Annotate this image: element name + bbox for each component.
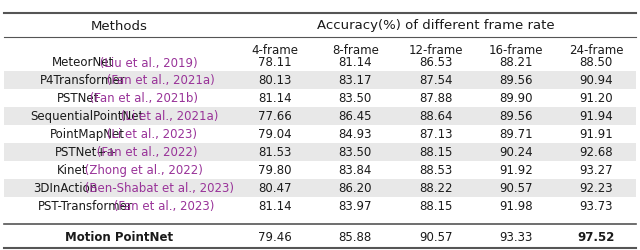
Bar: [4, 179, 636, 197]
Text: 91.91: 91.91: [579, 128, 612, 141]
Text: 92.68: 92.68: [579, 146, 612, 159]
Text: PST-Transformer: PST-Transformer: [38, 200, 132, 213]
Text: 88.50: 88.50: [579, 56, 612, 69]
Text: 93.73: 93.73: [579, 200, 612, 213]
Text: 93.33: 93.33: [499, 230, 532, 243]
Text: 79.80: 79.80: [259, 164, 292, 177]
Text: Motion PointNet: Motion PointNet: [65, 230, 173, 243]
Text: 85.88: 85.88: [339, 230, 372, 243]
Text: 12-frame: 12-frame: [408, 44, 463, 57]
Text: 8-frame: 8-frame: [332, 44, 379, 57]
Text: (Fan et al., 2023): (Fan et al., 2023): [110, 200, 214, 213]
Text: (Li et al., 2021a): (Li et al., 2021a): [117, 110, 218, 123]
Text: (Zhong et al., 2022): (Zhong et al., 2022): [81, 164, 203, 177]
Text: 91.94: 91.94: [579, 110, 612, 123]
Text: 80.13: 80.13: [259, 74, 292, 87]
Text: 88.22: 88.22: [419, 182, 452, 195]
Text: (Li et al., 2023): (Li et al., 2023): [102, 128, 196, 141]
Text: 91.98: 91.98: [499, 200, 532, 213]
Text: 91.92: 91.92: [499, 164, 532, 177]
Text: 79.04: 79.04: [259, 128, 292, 141]
Text: (Fan et al., 2021a): (Fan et al., 2021a): [102, 74, 214, 87]
Text: 86.53: 86.53: [419, 56, 452, 69]
Text: 81.53: 81.53: [259, 146, 292, 159]
Text: 90.24: 90.24: [499, 146, 532, 159]
Text: 88.15: 88.15: [419, 200, 452, 213]
Text: (Liu et al., 2019): (Liu et al., 2019): [95, 56, 197, 69]
Text: 88.21: 88.21: [499, 56, 532, 69]
Text: 90.57: 90.57: [419, 230, 452, 243]
Text: (Ben-Shabat et al., 2023): (Ben-Shabat et al., 2023): [81, 182, 234, 195]
Text: 3DInAction: 3DInAction: [33, 182, 97, 195]
Text: 81.14: 81.14: [339, 56, 372, 69]
Bar: [4, 108, 636, 126]
Text: 83.50: 83.50: [339, 146, 372, 159]
Text: 89.90: 89.90: [499, 92, 532, 105]
Text: 84.93: 84.93: [339, 128, 372, 141]
Text: 88.53: 88.53: [419, 164, 452, 177]
Text: Methods: Methods: [91, 20, 148, 32]
Text: 89.56: 89.56: [499, 74, 532, 87]
Text: 89.56: 89.56: [499, 110, 532, 123]
Text: 81.14: 81.14: [259, 92, 292, 105]
Text: 89.71: 89.71: [499, 128, 532, 141]
Text: (Fan et al., 2022): (Fan et al., 2022): [93, 146, 198, 159]
Text: MeteorNet: MeteorNet: [52, 56, 115, 69]
Text: 87.88: 87.88: [419, 92, 452, 105]
Text: 88.64: 88.64: [419, 110, 452, 123]
Text: (Fan et al., 2021b): (Fan et al., 2021b): [86, 92, 198, 105]
Text: 78.11: 78.11: [259, 56, 292, 69]
Text: 77.66: 77.66: [258, 110, 292, 123]
Text: 97.52: 97.52: [577, 230, 614, 243]
Text: 92.23: 92.23: [579, 182, 612, 195]
Bar: [4, 72, 636, 90]
Text: 83.84: 83.84: [339, 164, 372, 177]
Text: SequentialPointNet: SequentialPointNet: [31, 110, 144, 123]
Text: 24-frame: 24-frame: [569, 44, 623, 57]
Text: 88.15: 88.15: [419, 146, 452, 159]
Text: PSTNet: PSTNet: [57, 92, 99, 105]
Text: 86.45: 86.45: [339, 110, 372, 123]
Text: 16-frame: 16-frame: [488, 44, 543, 57]
Text: 87.13: 87.13: [419, 128, 452, 141]
Text: 83.50: 83.50: [339, 92, 372, 105]
Text: 4-frame: 4-frame: [252, 44, 299, 57]
Text: PointMapNet: PointMapNet: [50, 128, 125, 141]
Text: 83.97: 83.97: [339, 200, 372, 213]
Text: PSTNet++: PSTNet++: [54, 146, 117, 159]
Text: P4Transformer: P4Transformer: [40, 74, 126, 87]
Text: 80.47: 80.47: [259, 182, 292, 195]
Text: 79.46: 79.46: [258, 230, 292, 243]
Text: 86.20: 86.20: [339, 182, 372, 195]
Text: 93.27: 93.27: [579, 164, 612, 177]
Text: 90.57: 90.57: [499, 182, 532, 195]
Text: 87.54: 87.54: [419, 74, 452, 87]
Text: Accuracy(%) of different frame rate: Accuracy(%) of different frame rate: [317, 20, 554, 32]
Text: 90.94: 90.94: [579, 74, 612, 87]
Text: 83.17: 83.17: [339, 74, 372, 87]
Bar: [4, 144, 636, 161]
Text: 91.20: 91.20: [579, 92, 612, 105]
Text: 81.14: 81.14: [259, 200, 292, 213]
Text: Kinet: Kinet: [57, 164, 88, 177]
